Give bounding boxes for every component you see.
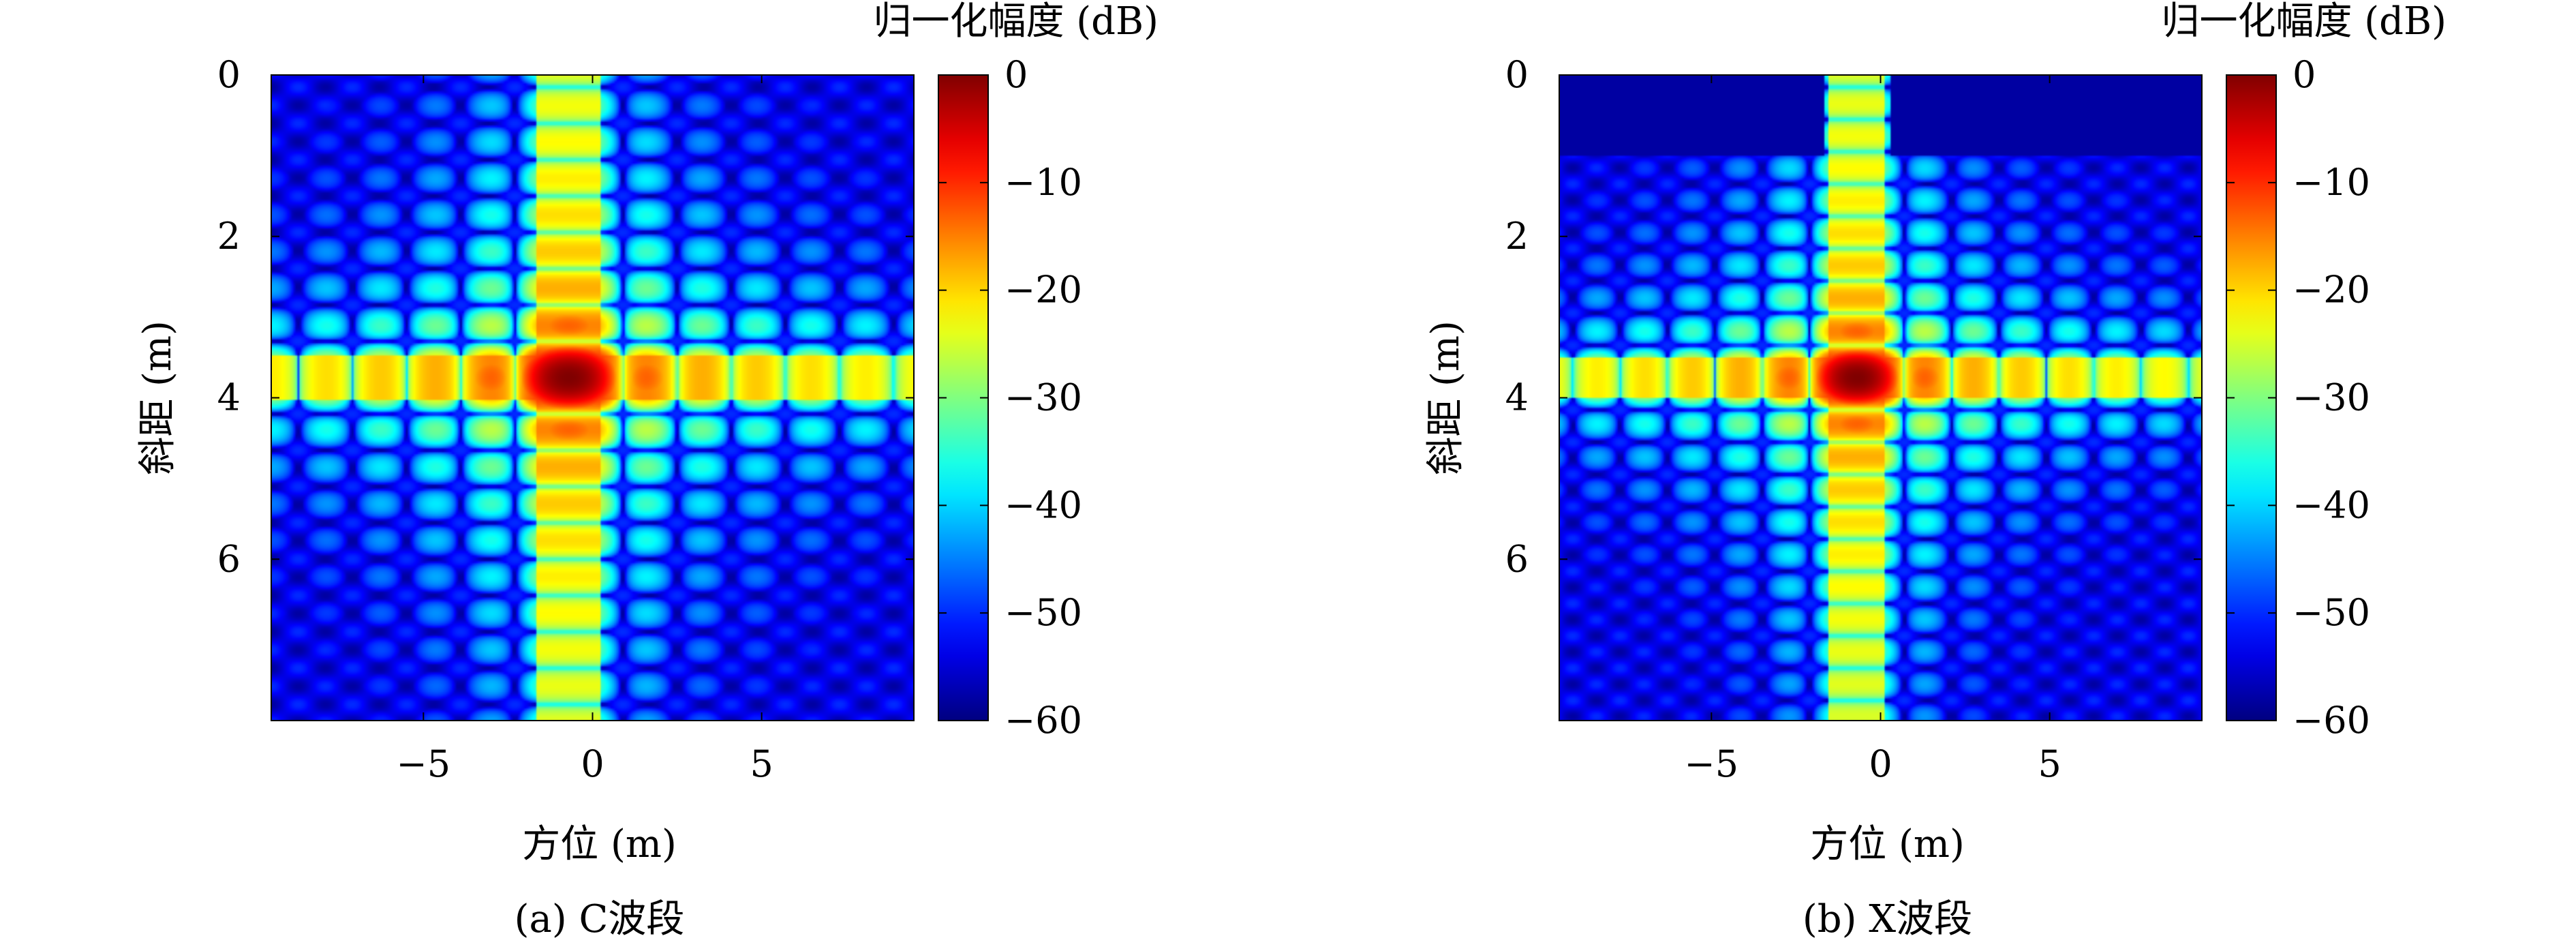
colorbar-tick-label: −30 bbox=[2293, 376, 2370, 419]
colorbar-tick-label: −30 bbox=[1005, 376, 1082, 419]
colorbar-tick-label: −10 bbox=[1005, 161, 1082, 204]
panel-c-band: −5 0 5 0 2 4 6 方位 (m) 斜距 (m) (a) C波段 0 −10 −20 −30 −40… bbox=[0, 0, 1288, 948]
x-tick-label: 5 bbox=[750, 742, 773, 785]
y-axis-label: 斜距 (m) bbox=[136, 320, 180, 475]
x-tick-label: 0 bbox=[581, 742, 604, 785]
y-tick-label: 2 bbox=[1505, 215, 1529, 258]
y-tick-label: 0 bbox=[1505, 53, 1529, 96]
y-tick-label: 2 bbox=[217, 215, 241, 258]
colorbar-tick-label: −20 bbox=[1005, 269, 1082, 312]
colorbar-label: 归一化幅度 (dB) bbox=[874, 0, 1159, 44]
colorbar-tick-label: −10 bbox=[2293, 161, 2370, 204]
x-tick-label: −5 bbox=[1685, 742, 1739, 785]
colorbar-tick-label: 0 bbox=[2293, 53, 2316, 96]
x-tick-label: 0 bbox=[1869, 742, 1892, 785]
y-tick-label: 0 bbox=[217, 53, 241, 96]
x-axis-label: 方位 (m) bbox=[1810, 822, 1965, 866]
y-tick-label: 4 bbox=[1505, 376, 1529, 419]
panel-caption: (a) C波段 bbox=[515, 897, 685, 941]
colorbar-tick-label: −50 bbox=[1005, 591, 1082, 634]
x-tick-label: 5 bbox=[2038, 742, 2061, 785]
y-tick-label: 6 bbox=[1505, 537, 1529, 580]
colorbar bbox=[938, 74, 989, 721]
colorbar-tick-label: 0 bbox=[1005, 53, 1028, 96]
y-tick-label: 6 bbox=[217, 537, 241, 580]
y-tick-label: 4 bbox=[217, 376, 241, 419]
colorbar-tick-label: −60 bbox=[2293, 699, 2370, 742]
colorbar bbox=[2226, 74, 2277, 721]
x-tick-label: −5 bbox=[397, 742, 451, 785]
x-axis-label: 方位 (m) bbox=[522, 822, 677, 866]
colorbar-tick-label: −20 bbox=[2293, 269, 2370, 312]
heatmap-image bbox=[1559, 75, 2202, 721]
panel-x-band: −5 0 5 0 2 4 6 方位 (m) 斜距 (m) (b) X波段 0 −10 −20 −30 −40… bbox=[1288, 0, 2576, 948]
colorbar-label: 归一化幅度 (dB) bbox=[2162, 0, 2447, 44]
colorbar-tick-label: −60 bbox=[1005, 699, 1082, 742]
colorbar-tick-label: −50 bbox=[2293, 591, 2370, 634]
panel-caption: (b) X波段 bbox=[1803, 897, 1972, 941]
heatmap-image bbox=[271, 75, 914, 721]
y-axis-label: 斜距 (m) bbox=[1424, 320, 1468, 475]
colorbar-tick-label: −40 bbox=[1005, 483, 1082, 526]
colorbar-tick-label: −40 bbox=[2293, 483, 2370, 526]
